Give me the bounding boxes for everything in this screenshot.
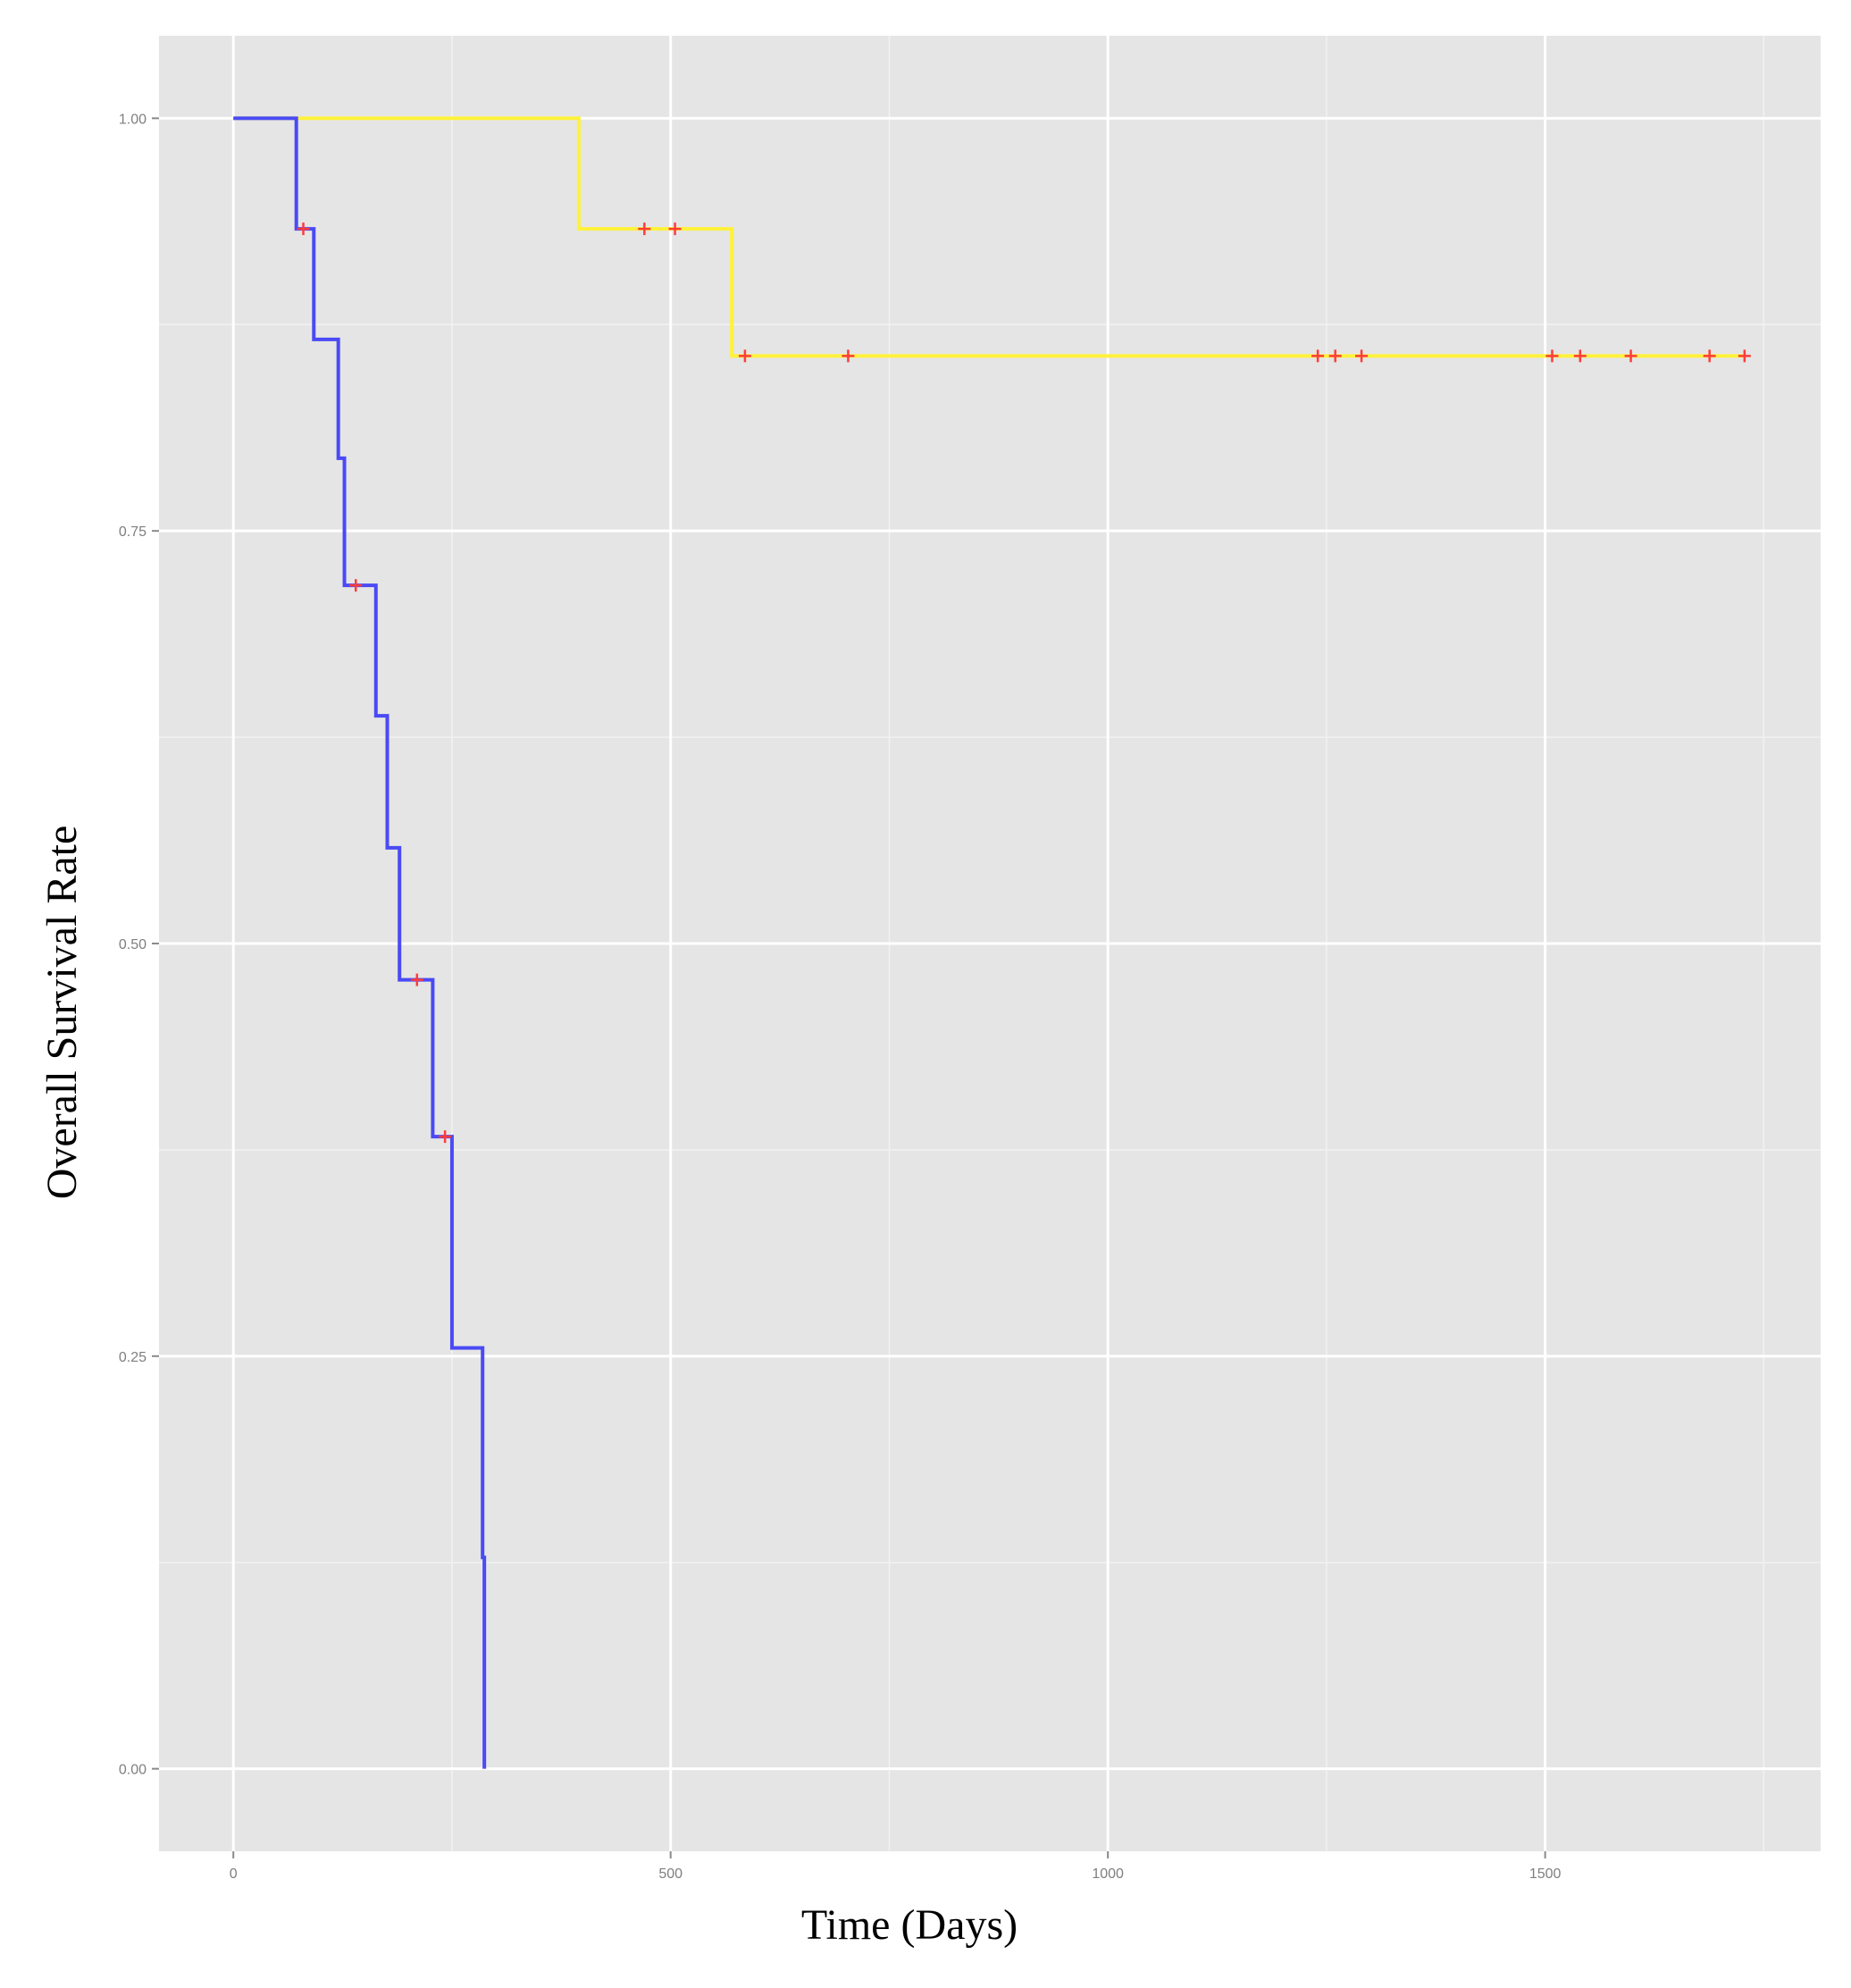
y-tick-label: 0.50 bbox=[119, 937, 147, 952]
censor-mark bbox=[1624, 349, 1637, 363]
x-axis-ticks: 0 500 1000 1500 bbox=[230, 1851, 1562, 1882]
censor-mark bbox=[1703, 349, 1716, 363]
x-axis-title: Time (Days) bbox=[801, 1901, 1018, 1949]
y-axis-title: Overall Survival Rate bbox=[38, 826, 86, 1200]
survival-curves bbox=[233, 116, 1745, 1769]
censor-mark bbox=[842, 349, 855, 363]
x-tick-label: 1500 bbox=[1529, 1866, 1562, 1882]
x-tick-label: 1000 bbox=[1092, 1866, 1124, 1882]
y-tick-label: 1.00 bbox=[119, 112, 147, 127]
censor-mark bbox=[1573, 349, 1587, 363]
censor-mark bbox=[1311, 349, 1325, 363]
censor-mark bbox=[738, 349, 751, 363]
survival-curve-1 bbox=[233, 116, 1745, 358]
censor-mark bbox=[439, 1130, 452, 1144]
censor-mark bbox=[1355, 349, 1369, 363]
censor-mark bbox=[1738, 349, 1751, 363]
censor-mark bbox=[297, 222, 310, 236]
censor-mark bbox=[410, 973, 423, 986]
x-tick-label: 500 bbox=[658, 1866, 683, 1882]
censor-mark bbox=[638, 222, 651, 236]
y-tick-label: 0.75 bbox=[119, 524, 147, 540]
survival-curve-2 bbox=[233, 116, 487, 1769]
y-axis-ticks: 0.00 0.25 0.50 0.75 1.00 bbox=[119, 112, 159, 1778]
censor-mark bbox=[668, 222, 682, 236]
x-tick-label: 0 bbox=[230, 1866, 238, 1882]
censor-mark bbox=[1545, 349, 1559, 363]
censor-mark bbox=[349, 579, 363, 592]
y-tick-label: 0.25 bbox=[119, 1350, 147, 1365]
censor-mark bbox=[1328, 349, 1342, 363]
major-gridlines bbox=[159, 36, 1821, 1851]
censor-marks bbox=[297, 222, 1751, 1144]
y-tick-label: 0.00 bbox=[119, 1763, 147, 1778]
